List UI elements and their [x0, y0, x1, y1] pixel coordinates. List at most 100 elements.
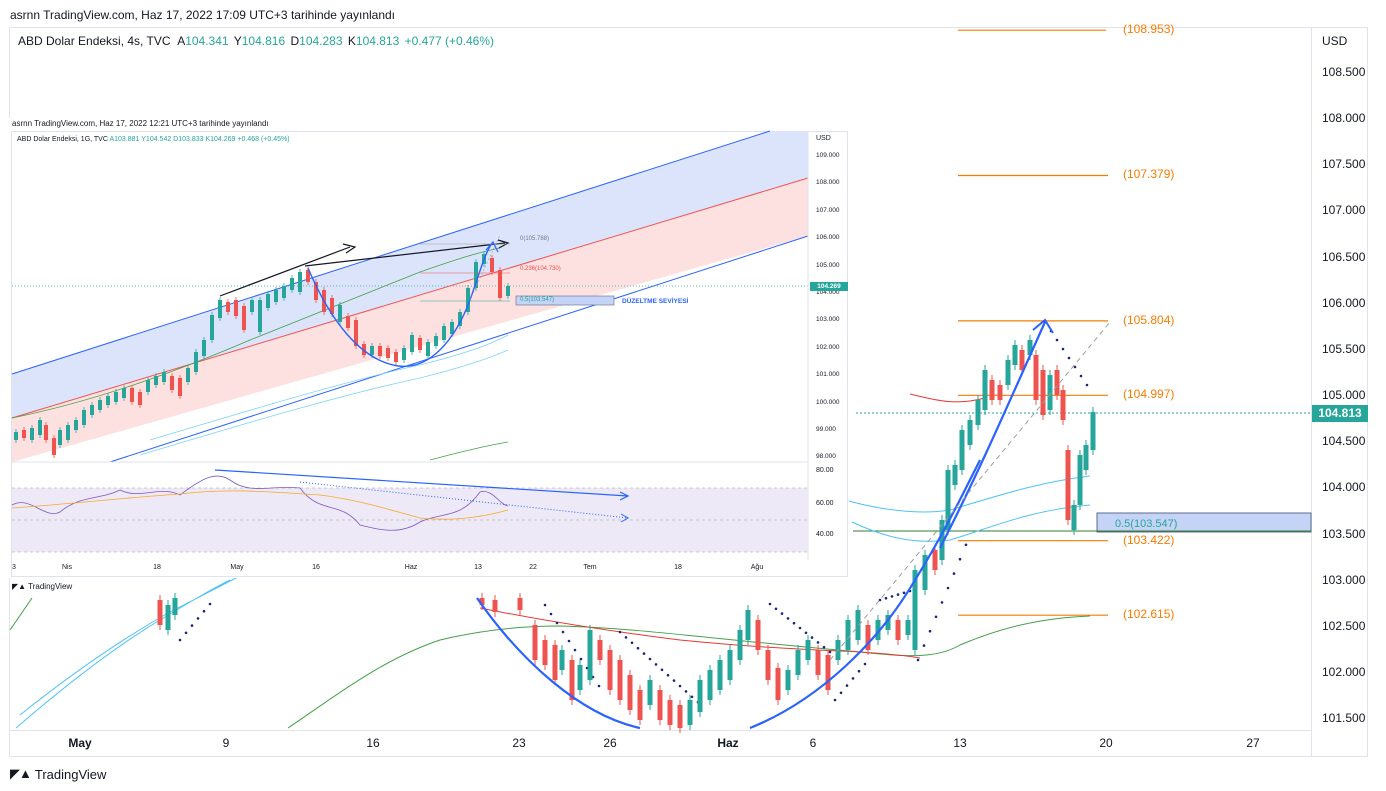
- time-tick: May: [68, 736, 92, 750]
- psar-dot: [567, 639, 571, 643]
- inset-black-trendline-1: [219, 246, 351, 297]
- psar-dot: [1073, 365, 1077, 369]
- inset-candle: [394, 352, 398, 362]
- fib-level-label: (108.953): [1123, 22, 1175, 37]
- inset-fib-236: 0.236(104.730): [520, 266, 561, 272]
- psar-dot: [618, 630, 622, 634]
- inset-fib-zone: [515, 295, 615, 306]
- candle: [617, 660, 623, 700]
- candle: [1005, 360, 1011, 385]
- candle: [932, 550, 938, 570]
- candle: [707, 670, 713, 700]
- price-tick: 103.500: [1322, 526, 1366, 541]
- inset-logo-text: TradingView: [28, 582, 73, 591]
- inset-candle: [418, 338, 422, 350]
- psar-dot: [839, 691, 843, 695]
- price-tick: 107.500: [1322, 157, 1366, 172]
- inset-price-tick: 108.000: [816, 179, 840, 187]
- inset-price-tick: 104.000: [816, 289, 840, 296]
- inset-candle: [434, 336, 438, 346]
- inset-candle: [44, 425, 48, 440]
- inset-candle: [162, 372, 166, 382]
- candle: [627, 675, 633, 710]
- inset-currency: USD: [816, 135, 831, 142]
- candle: [1033, 355, 1039, 400]
- psar-dot: [946, 586, 950, 590]
- inset-time-tick: Nis: [61, 564, 73, 571]
- inset-rsi-tick: 60.00: [816, 500, 834, 507]
- inset-time-tick: Ağu: [750, 564, 764, 571]
- inset-blue-arrowhead-icon: [485, 240, 499, 253]
- psar-dot: [863, 662, 867, 666]
- inset-candle: [58, 430, 62, 445]
- time-tick: Haz: [717, 736, 739, 750]
- inset-candle: [218, 300, 222, 318]
- psar-dot: [642, 652, 646, 655]
- psar-dot: [816, 641, 820, 644]
- candle: [1060, 390, 1066, 420]
- fib-level-label: (107.379): [1123, 167, 1175, 182]
- inset-price-tick: 105.000: [816, 261, 840, 269]
- inset-candle: [490, 258, 494, 272]
- psar-dot: [190, 624, 194, 627]
- inset-black-trendline-2: [304, 242, 506, 267]
- candle: [559, 650, 565, 670]
- inset-channel-lower-fill: [12, 178, 808, 462]
- candle: [765, 650, 771, 680]
- inset-time-tick: 3: [12, 564, 16, 571]
- candle: [479, 598, 485, 605]
- inset-tradingview-logo: ◤▲ TradingView: [12, 582, 73, 591]
- fib-level-label: (102.615): [1123, 607, 1175, 622]
- psar-dot: [845, 684, 849, 687]
- inset-channel-mid: [11, 177, 809, 419]
- psar-dot: [684, 690, 688, 693]
- inset-time-tick: 13: [474, 564, 482, 571]
- inset-candle: [330, 298, 334, 314]
- price-axis-divider: [1311, 27, 1312, 757]
- inset-candle: [378, 346, 382, 356]
- tradingview-logo-icon: ◤▲: [10, 766, 32, 781]
- publish-info: asrnn TradingView.com, Haz 17, 2022 17:0…: [10, 8, 396, 22]
- candle: [895, 620, 901, 640]
- inset-legend: ABD Dolar Endeksi, 1G, TVC A103.881 Y104…: [17, 136, 290, 143]
- psar-dot: [952, 572, 956, 575]
- inset-candle: [506, 286, 510, 296]
- inset-candle: [154, 376, 158, 385]
- top-bar: asrnn TradingView.com, Haz 17, 2022 17:0…: [0, 0, 1386, 28]
- candle: [939, 520, 945, 560]
- inset-rsi-line: [11, 475, 509, 531]
- dashed-trend-line: [829, 321, 1111, 661]
- inset-publish-info: asrnn TradingView.com, Haz 17, 2022 12:2…: [12, 119, 269, 128]
- candle: [1054, 370, 1060, 395]
- psar-dot: [597, 684, 601, 688]
- inset-candle: [202, 340, 206, 356]
- candle: [1047, 375, 1053, 410]
- inset-candle: [186, 368, 190, 382]
- price-tick: 108.500: [1322, 65, 1366, 79]
- candle: [165, 605, 171, 630]
- inset-candle: [250, 300, 254, 312]
- inset-candle: [98, 400, 102, 410]
- inset-candle: [210, 315, 214, 340]
- inset-frame: [11, 131, 848, 577]
- candle: [157, 600, 163, 625]
- psar-dot: [768, 602, 772, 606]
- candle: [975, 400, 981, 425]
- inset-candle: [426, 342, 430, 356]
- symbol-legend[interactable]: ABD Dolar Endeksi, 4s, TVC A104.341 Y104…: [18, 34, 494, 48]
- inset-rsi-divergence-line: [214, 469, 629, 497]
- candle: [1083, 445, 1089, 470]
- tradingview-logo[interactable]: ◤▲ TradingView: [10, 766, 106, 782]
- psar-dot: [774, 607, 778, 611]
- psar-dot: [678, 684, 682, 688]
- candle: [717, 660, 723, 690]
- inset-candle: [282, 286, 286, 298]
- psar-dot: [555, 621, 559, 625]
- candle: [967, 420, 973, 445]
- ema-green-line: [287, 615, 1091, 729]
- inset-candle: [146, 380, 150, 392]
- inset-ema: [11, 247, 501, 419]
- inset-price-tick: 102.000: [816, 343, 840, 351]
- psar-dot: [549, 612, 553, 616]
- psar-dot: [672, 679, 676, 682]
